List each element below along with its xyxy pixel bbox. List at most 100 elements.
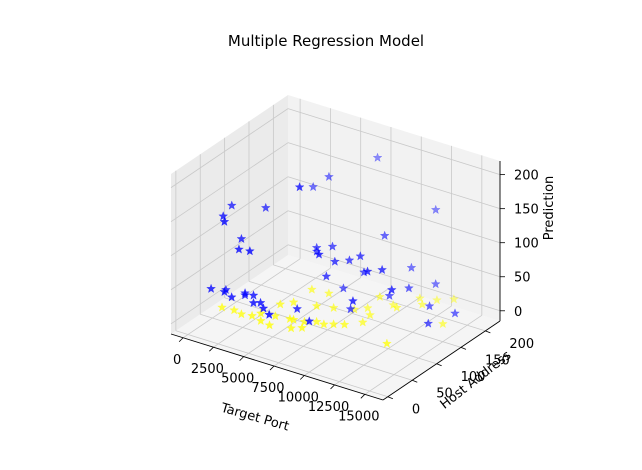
- yellow-star-point: [288, 297, 299, 307]
- blue-star-point: [324, 171, 334, 181]
- blue-star-point: [379, 230, 390, 240]
- y-axis-label: Host Address: [438, 348, 515, 413]
- x-tick-mark: [330, 384, 335, 390]
- z-grid-side: [170, 108, 289, 188]
- yellow-star-point: [236, 309, 247, 319]
- yellow-star-point: [297, 322, 307, 332]
- y-tick-mark: [460, 346, 467, 350]
- blue-star-point: [260, 202, 271, 212]
- z-tick-label: 50: [514, 271, 531, 286]
- x-grid-floor: [213, 267, 331, 348]
- blue-star-point: [362, 266, 373, 276]
- x-tick-label: 0: [173, 353, 181, 368]
- blue-star-point: [218, 211, 229, 221]
- yellow-star-point: [449, 294, 459, 304]
- blue-star-point: [344, 255, 355, 265]
- yellow-star-point: [256, 315, 266, 325]
- yellow-star-point: [328, 319, 339, 329]
- x-tick-mark: [178, 337, 184, 343]
- x-tick-label: 10000: [278, 390, 319, 405]
- yellow-star-point: [392, 302, 402, 312]
- z-grid-side: [170, 142, 289, 222]
- blue-star-point: [294, 182, 305, 192]
- blue-star-point: [386, 284, 397, 295]
- blue-star-point: [327, 241, 338, 251]
- blue-star-point: [258, 303, 269, 313]
- yellow-star-point: [311, 301, 322, 311]
- blue-star-point: [248, 290, 259, 300]
- yellow-star-point: [415, 293, 425, 303]
- x-tick-label: 7500: [251, 381, 284, 396]
- yellow-star-point: [247, 310, 257, 320]
- z-tick-label: 100: [514, 237, 539, 252]
- back-pane: [288, 95, 500, 321]
- y-tick-mark: [436, 363, 442, 367]
- blue-star-point: [219, 286, 230, 296]
- yellow-star-point: [286, 323, 296, 333]
- blue-star-point: [226, 200, 237, 210]
- yellow-star-point: [217, 302, 227, 312]
- y-tick-label: 150: [485, 353, 510, 368]
- x-tick-mark: [239, 356, 244, 361]
- yellow-star-point: [362, 303, 373, 313]
- z-grid-side: [170, 244, 289, 325]
- y-grid-floor: [200, 313, 413, 381]
- x-axis-label: Target Port: [218, 400, 291, 434]
- x-tick-label: 2500: [191, 362, 224, 377]
- x-tick-mark: [299, 375, 305, 380]
- blue-star-point: [423, 318, 434, 328]
- x-tick-mark: [360, 394, 366, 399]
- z-grid-back: [287, 142, 501, 210]
- yellow-star-point: [307, 284, 317, 294]
- blue-star-point: [264, 309, 274, 319]
- yellow-star-point: [229, 305, 239, 315]
- y-tick-mark: [387, 396, 394, 400]
- yellow-star-point: [432, 295, 442, 305]
- z-grid-side: [170, 176, 289, 257]
- z-tick-label: 0: [514, 305, 522, 320]
- yellow-star-point: [375, 291, 385, 301]
- blue-star-point: [206, 283, 216, 293]
- x-grid-floor: [364, 315, 483, 395]
- blue-star-point: [338, 283, 349, 293]
- blue-star-point: [355, 251, 366, 261]
- y-tick-label: 0: [412, 403, 420, 418]
- blue-star-point: [430, 204, 441, 214]
- x-tick-label: 15000: [338, 409, 379, 424]
- blue-star-point: [424, 301, 435, 311]
- blue-star-point: [308, 181, 318, 192]
- blue-star-point: [321, 271, 332, 281]
- x-tick-label: 5000: [221, 372, 254, 387]
- yellow-star-point: [288, 314, 299, 324]
- blue-star-point: [404, 283, 414, 293]
- y-tick-label: 200: [509, 337, 534, 352]
- y-tick-mark: [485, 330, 491, 334]
- blue-star-point: [245, 246, 255, 256]
- blue-star-point: [345, 304, 356, 314]
- blue-star-point: [304, 316, 315, 326]
- axis-lines: [170, 161, 505, 401]
- yellow-star-point: [324, 288, 334, 298]
- z-tick-label: 200: [514, 169, 539, 184]
- yellow-star-point: [339, 319, 350, 329]
- blue-star-point: [234, 244, 244, 254]
- blue-star-point: [240, 290, 250, 300]
- blue-star-point: [226, 292, 237, 302]
- blue-star-point: [219, 216, 230, 226]
- x-tick-label: 12500: [308, 400, 349, 415]
- z-tick-label: 150: [514, 203, 539, 218]
- blue-star-point: [314, 249, 324, 259]
- yellow-star-point: [328, 302, 339, 312]
- x-grid-floor: [182, 258, 301, 339]
- blue-star-point: [406, 262, 417, 272]
- y-tick-mark: [412, 379, 418, 383]
- x-grid-floor: [334, 305, 452, 386]
- yellow-star-point: [438, 318, 448, 329]
- z-grid-back: [287, 244, 501, 312]
- x-tick-mark: [209, 346, 214, 352]
- yellow-star-point: [275, 299, 286, 309]
- yellow-star-point: [357, 317, 368, 327]
- x-tick-mark: [269, 365, 275, 371]
